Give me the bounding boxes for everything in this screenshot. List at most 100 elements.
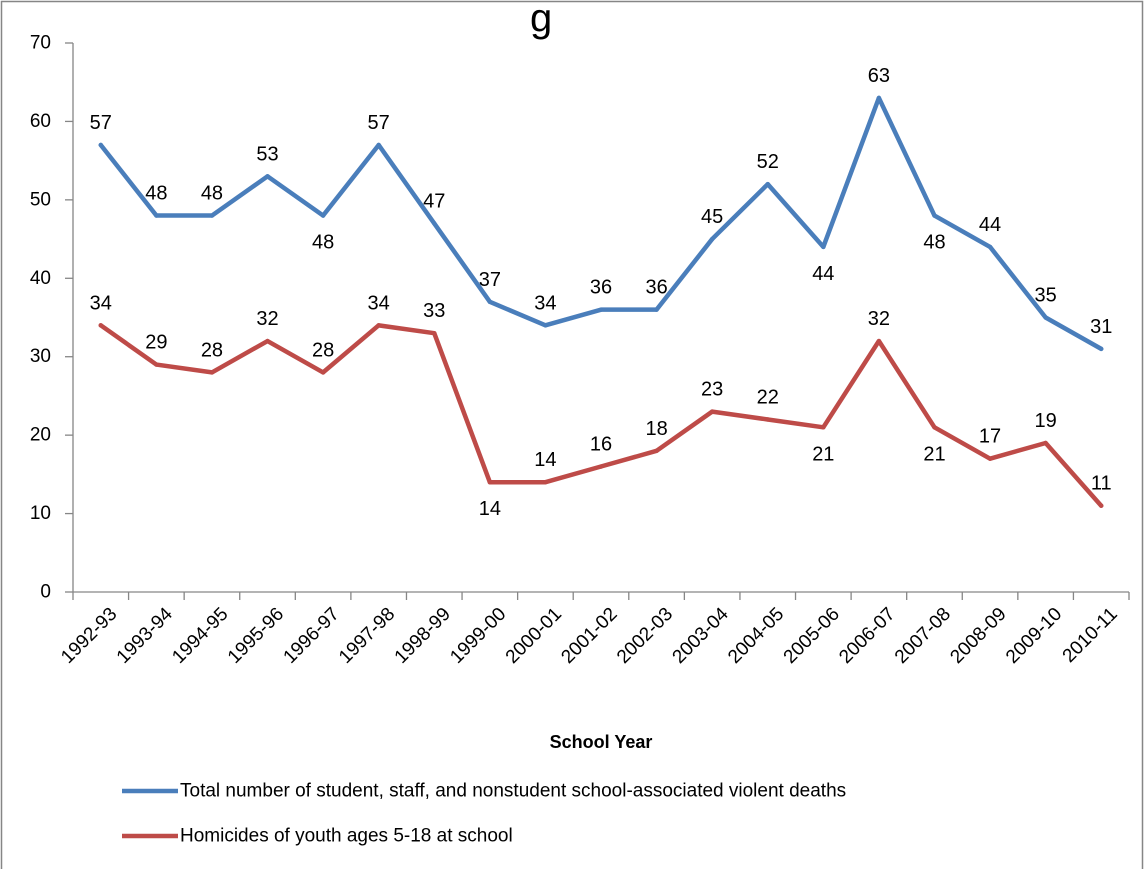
y-tick-label: 60 [30, 111, 51, 132]
data-label-1: 37 [479, 269, 501, 291]
data-point-1 [654, 307, 659, 312]
data-point-1 [932, 213, 937, 218]
data-point-1 [320, 213, 326, 218]
data-label-1: 48 [923, 232, 945, 254]
data-label-2: 28 [312, 339, 334, 361]
data-label-2: 22 [757, 386, 779, 408]
data-point-2 [487, 480, 493, 485]
x-tick-label: 2007-08 [891, 604, 955, 668]
data-label-2: 21 [923, 443, 945, 465]
data-point-1 [209, 213, 215, 218]
data-label-1: 48 [312, 232, 334, 254]
y-tick-label: 10 [30, 503, 51, 524]
data-point-1 [821, 244, 826, 250]
data-point-2 [876, 338, 882, 344]
y-tick-label: 50 [30, 189, 51, 210]
data-label-2: 34 [368, 292, 390, 314]
data-label-1: 35 [1035, 285, 1057, 307]
legend: Total number of student, staff, and nons… [122, 781, 846, 847]
data-point-2 [821, 425, 826, 430]
data-point-2 [1043, 440, 1048, 446]
y-tick-label: 40 [30, 268, 51, 289]
x-tick-label: 1997-98 [335, 604, 399, 668]
data-label-2: 21 [812, 443, 834, 465]
series-group [98, 95, 1104, 508]
data-point-2 [154, 362, 159, 367]
x-tick-label: 2001-02 [557, 604, 621, 668]
data-label-1: 52 [757, 151, 779, 173]
x-tick-label: 2000-01 [502, 604, 566, 668]
data-label-2: 18 [645, 418, 667, 440]
data-point-2 [1099, 503, 1104, 508]
data-point-2 [543, 480, 548, 485]
y-tick-label: 0 [40, 582, 51, 603]
data-label-2: 32 [256, 308, 278, 330]
data-labels-group: 57 48 48 53 48 57 47 37 34 36 36 45 52 44 63 48 44 35 31 34… [90, 65, 1113, 520]
data-label-1: 47 [423, 190, 445, 212]
data-point-1 [709, 236, 715, 242]
data-point-2 [98, 323, 103, 328]
data-point-2 [432, 330, 437, 336]
x-tick-label: 2006-07 [835, 604, 899, 668]
data-point-1 [376, 142, 381, 148]
data-label-1: 31 [1090, 316, 1112, 338]
data-label-1: 57 [90, 112, 112, 134]
axes-group: 0 10 20 30 40 50 60 70 1992-931993-941994-951995… [30, 33, 1130, 668]
data-label-1: 45 [701, 206, 723, 228]
legend-label-2: Homicides of youth ages 5-18 at school [180, 826, 513, 847]
data-point-1 [543, 323, 548, 328]
data-point-1 [1099, 346, 1104, 352]
data-point-1 [265, 174, 270, 179]
x-tick-label: 2010-11 [1059, 604, 1122, 667]
data-label-2: 29 [145, 332, 167, 354]
data-point-1 [1043, 315, 1048, 320]
data-point-1 [987, 244, 993, 250]
data-point-1 [765, 181, 770, 187]
data-point-1 [598, 307, 604, 312]
data-point-2 [709, 409, 715, 414]
data-point-2 [376, 323, 381, 328]
data-label-1: 44 [979, 214, 1001, 236]
x-tick-label: 2009-10 [1002, 604, 1066, 668]
data-point-2 [765, 417, 770, 422]
data-label-2: 28 [201, 339, 223, 361]
series-line-2 [98, 323, 1104, 508]
data-label-2: 14 [534, 449, 556, 471]
x-tick-label: 1995-96 [224, 604, 288, 668]
data-point-2 [987, 456, 993, 461]
data-point-1 [487, 299, 493, 305]
x-tick-label: 2005-06 [780, 604, 844, 668]
data-label-2: 17 [979, 426, 1001, 448]
y-tick-label: 30 [30, 346, 51, 367]
data-label-1: 34 [534, 292, 556, 314]
x-tick-label: 1992-93 [57, 604, 121, 668]
data-label-2: 19 [1035, 410, 1057, 432]
y-tick-label: 20 [30, 425, 51, 446]
data-label-2: 14 [479, 498, 501, 520]
x-tick-label: 1998-99 [391, 604, 455, 668]
data-point-1 [154, 213, 159, 218]
data-label-1: 63 [868, 65, 890, 87]
x-tick-label: 1999-00 [446, 604, 510, 668]
x-tick-label: 2008-09 [946, 604, 1010, 668]
chart-title-fragment: g [530, 0, 552, 40]
data-point-1 [98, 142, 103, 148]
x-tick-label: 2004-05 [724, 604, 788, 668]
data-label-2: 32 [868, 308, 890, 330]
data-label-2: 16 [590, 434, 612, 456]
data-label-1: 48 [201, 183, 223, 205]
y-tick-label: 70 [30, 33, 51, 54]
data-point-2 [320, 370, 326, 375]
data-label-1: 44 [812, 263, 834, 285]
data-label-1: 36 [590, 277, 612, 299]
data-label-1: 48 [145, 183, 167, 205]
data-label-2: 34 [90, 292, 112, 314]
data-point-2 [265, 338, 270, 344]
x-axis-title: School Year [550, 732, 653, 752]
data-point-1 [432, 221, 437, 226]
data-label-1: 57 [368, 112, 390, 134]
x-tick-label: 2003-04 [669, 603, 733, 667]
